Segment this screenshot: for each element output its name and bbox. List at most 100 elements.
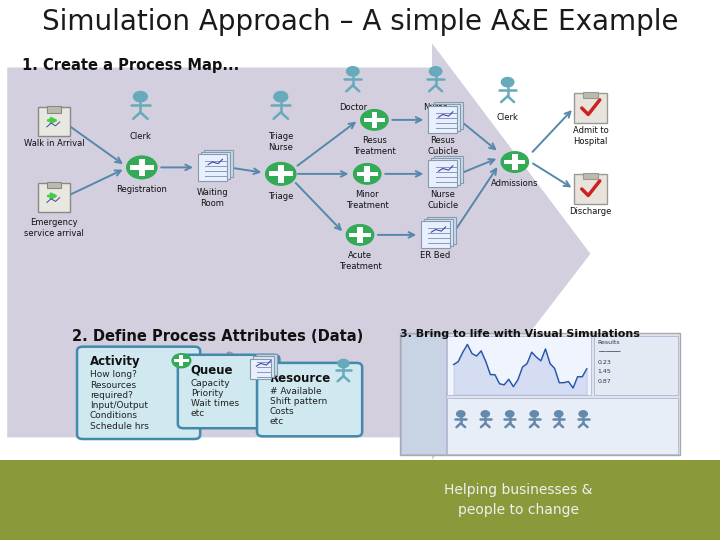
Circle shape	[429, 66, 442, 76]
FancyBboxPatch shape	[447, 336, 591, 395]
Text: Discharge: Discharge	[570, 207, 611, 217]
FancyBboxPatch shape	[434, 156, 463, 183]
FancyBboxPatch shape	[583, 92, 598, 98]
FancyBboxPatch shape	[178, 355, 279, 428]
Text: etc: etc	[270, 417, 284, 427]
Circle shape	[172, 354, 191, 368]
FancyBboxPatch shape	[583, 173, 598, 179]
FancyBboxPatch shape	[357, 227, 363, 243]
FancyBboxPatch shape	[431, 104, 460, 131]
Text: Costs: Costs	[270, 407, 294, 416]
Circle shape	[346, 225, 374, 245]
Text: required?: required?	[90, 391, 133, 400]
Text: Priority: Priority	[191, 389, 223, 398]
FancyBboxPatch shape	[400, 333, 680, 455]
FancyBboxPatch shape	[504, 160, 526, 164]
FancyBboxPatch shape	[428, 106, 457, 133]
Circle shape	[338, 360, 349, 368]
Text: Simulation Approach – A simple A&E Example: Simulation Approach – A simple A&E Examp…	[42, 8, 678, 36]
Text: Admissions: Admissions	[491, 179, 539, 188]
Text: Registration: Registration	[117, 185, 167, 194]
Text: Triage
Nurse: Triage Nurse	[268, 132, 294, 152]
Circle shape	[127, 156, 157, 179]
Text: Clerk: Clerk	[497, 113, 518, 123]
FancyBboxPatch shape	[349, 233, 371, 237]
FancyBboxPatch shape	[47, 106, 61, 113]
Circle shape	[133, 91, 148, 102]
Text: Wait times: Wait times	[191, 399, 239, 408]
FancyBboxPatch shape	[250, 359, 271, 379]
Text: Simulation Process: Simulation Process	[220, 348, 348, 435]
Circle shape	[530, 411, 539, 417]
Text: Input/Output: Input/Output	[90, 401, 148, 410]
FancyBboxPatch shape	[356, 172, 378, 176]
Circle shape	[456, 411, 465, 417]
FancyBboxPatch shape	[431, 158, 460, 185]
Text: 1.45: 1.45	[598, 369, 611, 374]
Text: Resus
Cubicle: Resus Cubicle	[427, 136, 459, 156]
Text: 0.23: 0.23	[598, 360, 611, 365]
Circle shape	[481, 411, 490, 417]
Text: 3. Bring to life with Visual Simulations: 3. Bring to life with Visual Simulations	[400, 329, 639, 340]
FancyBboxPatch shape	[574, 93, 607, 123]
FancyBboxPatch shape	[372, 112, 377, 128]
FancyBboxPatch shape	[139, 159, 145, 176]
FancyBboxPatch shape	[77, 347, 200, 439]
Text: Nurse: Nurse	[423, 103, 448, 112]
Text: etc: etc	[191, 409, 205, 418]
Polygon shape	[7, 43, 590, 460]
Text: Doctor: Doctor	[338, 103, 367, 112]
Text: Schedule hrs: Schedule hrs	[90, 422, 149, 431]
FancyBboxPatch shape	[38, 183, 70, 212]
Text: Clerk: Clerk	[130, 132, 151, 141]
Circle shape	[579, 411, 588, 417]
FancyBboxPatch shape	[269, 172, 292, 176]
Text: # Available: # Available	[270, 387, 322, 396]
Circle shape	[361, 110, 388, 130]
Text: ──────: ──────	[598, 350, 620, 355]
Bar	[0, 460, 720, 540]
FancyBboxPatch shape	[421, 221, 450, 248]
FancyBboxPatch shape	[574, 174, 607, 204]
FancyBboxPatch shape	[447, 398, 678, 454]
Circle shape	[501, 152, 528, 172]
FancyBboxPatch shape	[278, 165, 284, 183]
Text: 2. Define Process Attributes (Data): 2. Define Process Attributes (Data)	[72, 329, 364, 345]
FancyBboxPatch shape	[364, 166, 370, 182]
Text: Shift pattern: Shift pattern	[270, 397, 328, 406]
FancyBboxPatch shape	[38, 107, 70, 136]
Circle shape	[274, 91, 288, 102]
FancyBboxPatch shape	[47, 182, 61, 188]
Text: Helping businesses &
people to change: Helping businesses & people to change	[444, 483, 593, 517]
FancyBboxPatch shape	[253, 356, 274, 377]
FancyBboxPatch shape	[130, 165, 153, 170]
Circle shape	[501, 77, 514, 87]
Text: ER Bed: ER Bed	[420, 251, 451, 260]
FancyBboxPatch shape	[434, 102, 463, 129]
FancyBboxPatch shape	[257, 363, 362, 436]
Text: Queue: Queue	[191, 363, 233, 376]
Text: Activity: Activity	[90, 355, 140, 368]
Circle shape	[505, 411, 514, 417]
Text: Triage: Triage	[268, 192, 294, 201]
Text: Resus
Treatment: Resus Treatment	[353, 136, 396, 156]
Text: Resource: Resource	[270, 372, 331, 384]
Text: 0.87: 0.87	[598, 379, 611, 384]
Text: Emergency
service arrival: Emergency service arrival	[24, 218, 84, 238]
FancyBboxPatch shape	[424, 219, 453, 246]
Text: Nurse
Cubicle: Nurse Cubicle	[427, 190, 459, 210]
FancyBboxPatch shape	[174, 359, 189, 362]
Circle shape	[554, 411, 563, 417]
Text: Walk in Arrival: Walk in Arrival	[24, 139, 84, 148]
Text: How long?: How long?	[90, 370, 137, 380]
FancyBboxPatch shape	[201, 152, 230, 179]
Text: Resources: Resources	[90, 381, 136, 390]
Text: Waiting
Room: Waiting Room	[197, 188, 228, 208]
Text: Admit to
Hospital: Admit to Hospital	[572, 126, 608, 146]
Circle shape	[266, 163, 296, 185]
Text: Capacity: Capacity	[191, 379, 230, 388]
FancyBboxPatch shape	[364, 118, 385, 122]
Text: 1. Create a Process Map...: 1. Create a Process Map...	[22, 58, 239, 73]
Circle shape	[354, 164, 381, 184]
FancyBboxPatch shape	[427, 217, 456, 244]
